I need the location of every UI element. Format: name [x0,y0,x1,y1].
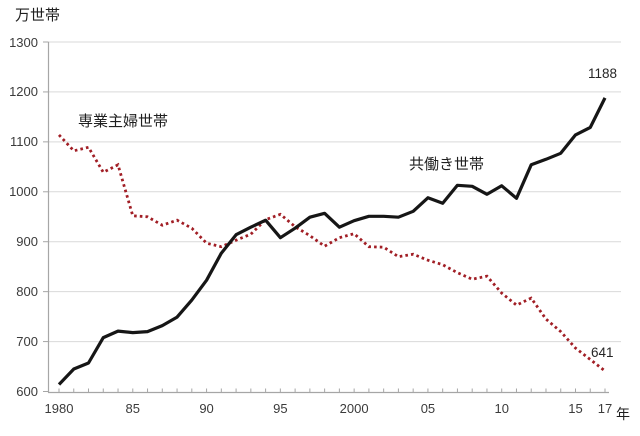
series-label-tomobataraki: 共働き世帯 [409,156,485,173]
value-label-sengyoshufu-2017: 641 [591,345,614,360]
y-tick-label: 1100 [10,134,38,150]
x-tick-label: 15 [568,401,583,416]
y-axis-title: 万世帯 [15,7,61,24]
y-tick-label: 1000 [9,184,38,200]
y-tick-label: 1300 [9,34,38,50]
y-tick-label: 900 [16,234,38,250]
y-tick-label: 700 [16,334,38,350]
series-line-tomobataraki [57,97,607,386]
x-tick-label: 05 [420,401,436,416]
series-label-sengyoshufu: 専業主婦世帯 [78,113,169,130]
x-tick-label: 2000 [339,401,369,416]
x-tick-label: 85 [125,401,141,416]
x-axis-unit-label: 年 [616,406,630,422]
y-tick-label: 600 [16,384,38,399]
x-tick-label: 95 [273,401,288,416]
series-line-sengyoshufu [57,133,606,373]
value-label-tomobataraki-2017: 1188 [588,66,618,81]
x-tick-label: 90 [199,401,214,416]
x-tick-label: 17 [597,401,613,416]
y-tick-label: 800 [16,284,38,300]
x-tick-label: 10 [494,401,509,416]
x-tick-label: 1980 [44,401,74,416]
y-tick-label: 1200 [9,84,38,100]
